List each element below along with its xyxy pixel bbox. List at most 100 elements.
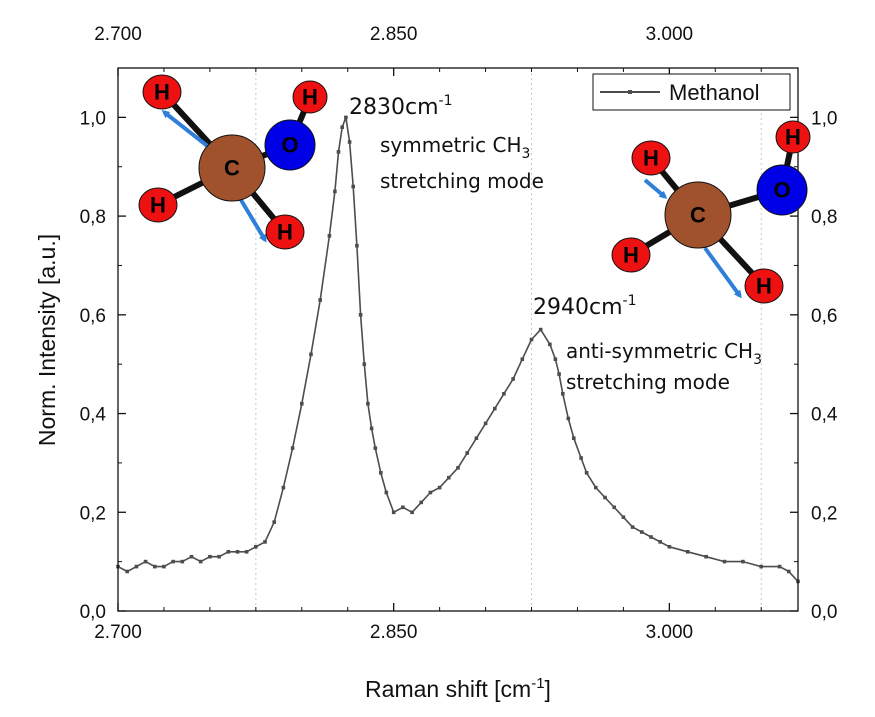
data-point [722,559,727,564]
plot-frame [117,67,799,612]
data-point [493,406,497,411]
data-point [557,372,561,376]
data-point [538,327,543,332]
x-tick-label: 2.700 [94,622,142,643]
x-axis-title-end: ] [545,676,551,702]
data-point [410,510,414,515]
y-tick-label-right: 0,8 [811,207,837,228]
data-point [483,421,488,426]
y-tick-label: 0,2 [80,503,106,524]
hydrogen-atom: H [292,80,328,114]
data-point [741,559,745,564]
svg-text:H: H [756,274,772,299]
hydrogen-atom: H [265,214,305,250]
carbon-atom: C [198,134,266,202]
data-point [594,485,598,490]
data-point [189,554,194,559]
molecule-left: H H H H C O [138,74,328,250]
data-point [344,115,348,120]
data-point [217,554,221,559]
data-point [300,401,304,406]
y-tick-label: 0,6 [80,306,106,327]
data-point [561,392,565,396]
x-tick-label: 2.850 [370,622,418,643]
data-point [379,471,383,475]
data-point [603,495,607,500]
data-point [235,550,240,554]
data-point [777,564,782,569]
data-point [384,490,389,495]
oxygen-atom: O [264,119,316,171]
data-point [263,540,267,544]
data-point [309,352,313,357]
svg-text:H: H [302,85,318,110]
mode-label-antisymmetric: anti-symmetric CH3 [566,339,762,368]
peak-label-2940: 2940cm-1 [533,293,636,320]
svg-text:H: H [785,125,801,150]
data-point [474,436,479,440]
peak-label-2830-sup: -1 [439,93,453,109]
data-point [630,525,635,529]
data-point [658,540,662,544]
y-tick-label: 0,0 [80,602,106,623]
y-tick-label-right: 0,6 [811,306,837,327]
stretch-arrow [703,246,742,299]
data-point [366,401,370,406]
data-point [327,234,332,238]
data-point [153,564,157,569]
peak-label-2830: 2830cm-1 [349,93,452,120]
mode-label-symmetric-2: stretching mode [380,169,544,193]
data-point [579,456,583,460]
data-point [336,150,341,154]
data-point [787,569,791,574]
x-tick-label-top: 3.000 [646,24,694,45]
data-point [333,189,337,194]
data-point [520,357,525,361]
peak-label-2940-sup: -1 [623,293,637,309]
svg-text:H: H [623,243,639,268]
data-point [685,550,690,554]
data-point [419,500,423,505]
data-point [649,535,653,539]
data-point [704,554,708,559]
data-point [358,313,363,317]
axis-ticks: 2.700 2.700 2.850 2.850 3.000 3.000 0,0 0,0 0,2 0… [80,24,838,643]
data-point [373,446,378,450]
data-point [369,426,374,431]
data-point [391,510,396,515]
data-point [511,377,515,381]
data-point [254,545,258,549]
svg-text:C: C [224,156,240,181]
data-point [428,490,433,495]
data-point [134,564,139,569]
data-point [272,520,276,524]
data-point [351,184,355,189]
data-point [502,392,506,396]
y-tick-label-right: 0,2 [811,503,837,524]
carbon-atom: C [664,181,732,249]
data-point [290,446,295,450]
data-point [401,505,405,510]
hydrogen-atom: H [138,187,178,223]
svg-text:H: H [154,80,170,105]
data-point [198,559,203,564]
data-point [125,569,129,574]
data-point [465,451,469,455]
svg-text:O: O [281,133,298,158]
hydrogen-atom: H [775,120,811,154]
hydrogen-atom: H [142,74,182,110]
mode-label-antisymmetric-main: anti-symmetric CH [566,339,753,363]
data-point [162,564,166,569]
data-point [621,515,626,519]
data-point [640,530,644,534]
data-point [667,545,672,549]
data-point [584,471,589,475]
x-tick-label-top: 2.850 [370,24,418,45]
mode-label-symmetric: symmetric CH3 [380,133,530,162]
svg-text:H: H [643,146,659,171]
hydrogen-atom: H [631,140,671,176]
y-tick-label-right: 1,0 [811,108,837,129]
y-tick-label-right: 0,0 [811,602,837,623]
data-point [553,357,558,361]
